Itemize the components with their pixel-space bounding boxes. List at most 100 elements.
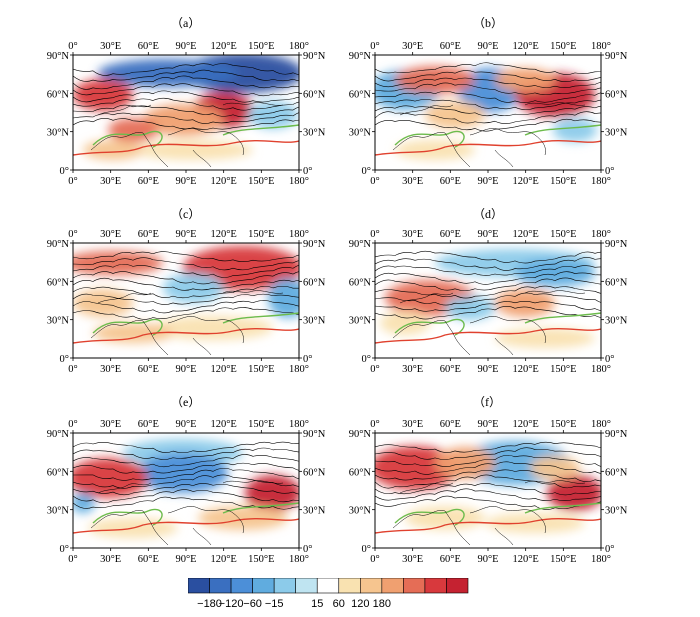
anomaly-shading <box>198 506 288 530</box>
contour-line <box>73 441 299 454</box>
contour-line <box>375 257 601 271</box>
anomaly-shading <box>268 278 299 318</box>
map-panel: 0° 0° 30°E 30°E 60°E 60°E 90°E 90°E 120°E 120°E 15… <box>349 41 628 187</box>
panel-label: （d） <box>473 207 504 221</box>
y-tick-label-left: 90°N <box>349 239 372 250</box>
x-tick-label-bottom: 30°E <box>402 554 423 565</box>
x-tick-label-bottom: 150°E <box>550 176 576 187</box>
x-tick-label-top: 90°E <box>175 419 196 430</box>
x-tick-label-bottom: 90°E <box>477 554 498 565</box>
red-contour <box>375 518 601 534</box>
x-tick-label-bottom: 90°E <box>477 364 498 375</box>
x-tick-label-top: 60°E <box>138 419 159 430</box>
anomaly-shading <box>435 447 495 479</box>
anomaly-shading <box>73 251 163 275</box>
y-tick-label-right: 90°N <box>303 429 326 440</box>
y-tick-label-left: 60°N <box>47 467 70 478</box>
x-tick-label-bottom: 30°E <box>402 364 423 375</box>
x-tick-label-top: 120°E <box>210 41 236 52</box>
x-tick-label-top: 180° <box>289 419 309 430</box>
coastline <box>90 480 284 546</box>
x-tick-label-bottom: 180° <box>591 554 611 565</box>
coastline <box>392 480 586 546</box>
x-tick-label-bottom: 0° <box>68 364 77 375</box>
contour-line <box>73 112 299 124</box>
contour-line <box>375 285 601 299</box>
y-tick-label-right: 60°N <box>303 277 326 288</box>
map-plot: 0°0°30°E30°E60°E60°E90°E90°E120°E120°E15… <box>349 41 628 187</box>
x-tick-label-bottom: 60°E <box>440 364 461 375</box>
contour-line <box>375 469 601 482</box>
contour-line <box>73 300 299 314</box>
x-tick-label-bottom: 60°E <box>440 176 461 187</box>
y-tick-label-right: 30°N <box>303 128 326 139</box>
x-tick-label-top: 30°E <box>100 419 121 430</box>
red-contour <box>375 328 601 344</box>
colorbar-swatch <box>187 577 210 594</box>
contour-line <box>375 111 601 124</box>
contour-line <box>375 306 601 320</box>
x-tick-label-bottom: 0° <box>370 364 379 375</box>
contour-line <box>375 99 601 111</box>
anomaly-shading <box>547 475 601 511</box>
map-plot: 0°0°30°E30°E60°E60°E90°E90°E120°E120°E15… <box>47 229 326 375</box>
anomaly-shading <box>380 311 430 335</box>
y-tick-label-right: 0° <box>605 354 614 365</box>
y-tick-label-left: 0° <box>60 354 69 365</box>
x-tick-label-bottom: 180° <box>591 364 611 375</box>
y-tick-label-right: 0° <box>303 166 312 177</box>
x-tick-label-bottom: 120°E <box>210 554 236 565</box>
x-tick-label-top: 30°E <box>100 229 121 240</box>
y-tick-label-right: 0° <box>605 544 614 555</box>
anomaly-shading <box>530 456 580 480</box>
x-tick-label-bottom: 60°E <box>138 364 159 375</box>
colorbar-swatch <box>360 577 383 594</box>
anomaly-shading <box>405 506 485 530</box>
contour-line <box>73 496 299 510</box>
red-contour <box>375 140 601 156</box>
x-tick-label-top: 90°E <box>477 41 498 52</box>
map-plot: 0°0°30°E30°E60°E60°E90°E90°E120°E120°E15… <box>47 41 326 187</box>
green-contour <box>394 502 601 526</box>
green-contour <box>92 502 299 526</box>
anomaly-shading <box>425 101 485 129</box>
y-tick-label-left: 30°N <box>349 316 372 327</box>
red-contour <box>73 140 299 156</box>
contour-line <box>73 489 299 504</box>
y-tick-label-left: 60°N <box>349 89 372 100</box>
contour-line <box>73 467 299 481</box>
green-contour <box>394 312 601 336</box>
x-tick-label-top: 90°E <box>175 41 196 52</box>
y-tick-label-left: 30°N <box>349 128 372 139</box>
y-tick-label-right: 90°N <box>303 51 326 62</box>
y-tick-label-left: 0° <box>60 544 69 555</box>
green-contour <box>92 124 299 148</box>
x-tick-label-bottom: 120°E <box>512 176 538 187</box>
green-contour <box>394 124 601 148</box>
y-tick-label-right: 30°N <box>303 316 326 327</box>
anomaly-shading <box>495 289 555 317</box>
map-panel: 0° 0° 30°E 30°E 60°E 60°E 90°E 90°E 120°E 120°E 15… <box>47 229 326 375</box>
y-tick-label-left: 60°N <box>47 277 70 288</box>
x-tick-label-bottom: 150°E <box>248 176 274 187</box>
colorbar-label: −120 <box>219 598 244 610</box>
contour-line <box>73 97 299 111</box>
map-panel: 0° 0° 30°E 30°E 60°E 60°E 90°E 90°E 120°E 120°E 15… <box>349 229 628 375</box>
contour-line <box>73 307 299 320</box>
x-tick-label-top: 120°E <box>210 419 236 430</box>
anomaly-shading <box>73 458 148 498</box>
colorbar-label: 60 <box>333 598 345 610</box>
colorbar-swatch <box>446 577 469 594</box>
x-tick-label-bottom: 30°E <box>402 176 423 187</box>
contour-line <box>375 441 601 453</box>
y-tick-label-right: 60°N <box>303 467 326 478</box>
map-panel: 0° 0° 30°E 30°E 60°E 60°E 90°E 90°E 120°E 120°E 15… <box>47 419 326 565</box>
contour-line <box>73 293 299 305</box>
x-tick-label-bottom: 150°E <box>550 364 576 375</box>
x-tick-label-bottom: 90°E <box>175 364 196 375</box>
colorbar-label: 180 <box>373 598 391 610</box>
x-tick-label-bottom: 180° <box>289 554 309 565</box>
contour-line <box>375 250 601 264</box>
colorbar-swatch <box>403 577 426 594</box>
colorbar-swatch <box>424 577 447 594</box>
